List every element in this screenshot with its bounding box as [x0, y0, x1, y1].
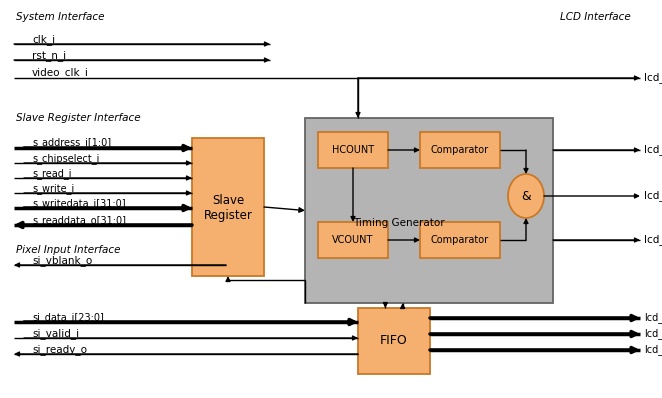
Text: Slave Register Interface: Slave Register Interface [16, 113, 140, 123]
Text: lcd_hsync_o: lcd_hsync_o [644, 144, 662, 156]
Text: Comparator: Comparator [431, 235, 489, 245]
Text: lcd_g_o[7:0]: lcd_g_o[7:0] [644, 328, 662, 339]
Text: lcd_pclk_o: lcd_pclk_o [644, 72, 662, 84]
Text: Register: Register [203, 209, 252, 222]
Text: s_write_i: s_write_i [32, 183, 74, 195]
Text: video_clk_i: video_clk_i [32, 68, 89, 78]
Bar [318, 222, 388, 258]
Bar [305, 118, 553, 303]
Text: si_valid_i: si_valid_i [32, 328, 79, 339]
Text: lcd_r_o[7:0]: lcd_r_o[7:0] [644, 312, 662, 324]
Text: si_vblank_o: si_vblank_o [32, 256, 92, 266]
Text: s_read_i: s_read_i [32, 168, 71, 179]
Text: FIFO: FIFO [380, 334, 408, 347]
Text: &: & [521, 189, 531, 203]
Ellipse shape [508, 174, 544, 218]
Text: rst_n_i: rst_n_i [32, 51, 66, 61]
Bar [358, 308, 430, 374]
Text: Comparator: Comparator [431, 145, 489, 155]
Text: s_address_i[1:0]: s_address_i[1:0] [32, 138, 111, 148]
Text: lcd_b_o[7:0]: lcd_b_o[7:0] [644, 345, 662, 355]
Text: si_ready_o: si_ready_o [32, 345, 87, 355]
Text: lcd_de_o: lcd_de_o [644, 191, 662, 201]
Bar [192, 138, 264, 276]
Text: HCOUNT: HCOUNT [332, 145, 374, 155]
Text: Timing Generator: Timing Generator [354, 219, 445, 228]
Text: System Interface: System Interface [16, 12, 105, 22]
Text: Slave: Slave [212, 193, 244, 207]
Text: VCOUNT: VCOUNT [332, 235, 373, 245]
Text: clk_i: clk_i [32, 35, 55, 45]
Text: s_chipselect_i: s_chipselect_i [32, 154, 99, 164]
Text: LCD Interface: LCD Interface [560, 12, 631, 22]
Bar [318, 132, 388, 168]
Text: s_writedata_i[31:0]: s_writedata_i[31:0] [32, 199, 126, 209]
Text: si_data_i[23:0]: si_data_i[23:0] [32, 312, 104, 324]
Text: Pixel Input Interface: Pixel Input Interface [16, 245, 120, 255]
Bar [420, 222, 500, 258]
Text: s_readdata_o[31:0]: s_readdata_o[31:0] [32, 216, 126, 226]
Text: lcd_vsync_o: lcd_vsync_o [644, 234, 662, 246]
Bar [420, 132, 500, 168]
